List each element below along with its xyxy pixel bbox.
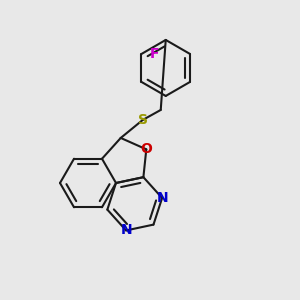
Text: S: S — [138, 113, 148, 127]
Text: O: O — [140, 142, 152, 156]
Text: N: N — [156, 191, 168, 205]
Text: F: F — [149, 47, 159, 61]
Text: N: N — [120, 224, 132, 237]
